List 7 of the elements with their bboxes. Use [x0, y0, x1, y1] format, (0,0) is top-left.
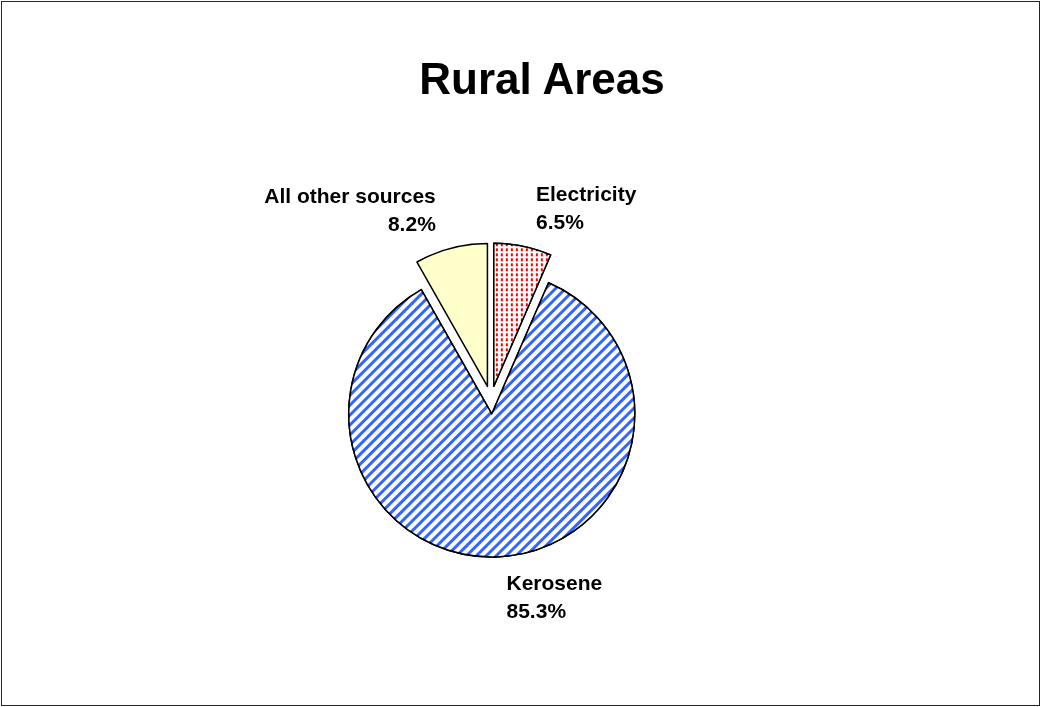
- slice-label: All other sources: [264, 184, 436, 207]
- chart-title: Rural Areas: [419, 53, 665, 103]
- data-label: 85.3%: [506, 599, 567, 623]
- data-label: 6.5%: [535, 209, 585, 233]
- slice-label: Electricity: [535, 181, 637, 205]
- data-label: 8.2%: [387, 212, 437, 235]
- slice-label: Kerosene: [506, 571, 603, 595]
